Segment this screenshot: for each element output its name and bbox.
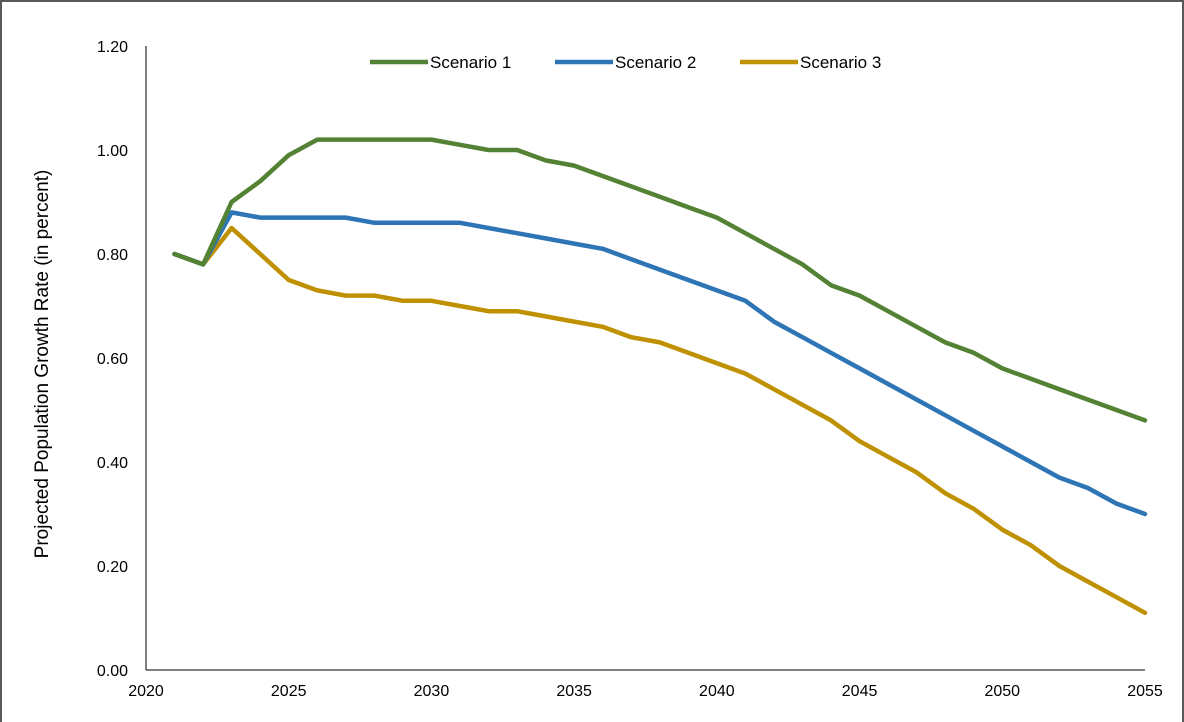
x-tick-label: 2055 [1127,683,1163,700]
y-tick-label: 0.00 [97,663,128,680]
x-tick-label: 2020 [128,683,164,700]
legend-label: Scenario 1 [430,53,511,72]
y-tick-label: 0.40 [97,455,128,472]
y-tick-label: 0.20 [97,559,128,576]
legend: Scenario 1 Scenario 2 Scenario 3 [370,53,881,72]
x-tick-label: 2030 [414,683,450,700]
x-tick-label: 2035 [556,683,592,700]
axes [145,46,1145,671]
legend-label: Scenario 3 [800,53,881,72]
series-line-scenario-1 [172,137,1148,423]
y-axis-label: Projected Population Growth Rate (in per… [32,170,53,559]
x-tick-label: 2050 [984,683,1020,700]
y-tick-label: 0.80 [97,247,128,264]
y-tick-label: 1.20 [97,39,128,56]
y-tick-label: 0.60 [97,351,128,368]
x-axis-ticks: 2020 2025 2030 2035 2040 2045 2050 2055 [128,683,1163,700]
y-tick-label: 1.00 [97,143,128,160]
series-lines [172,137,1148,616]
x-tick-label: 2045 [842,683,878,700]
series-line-scenario-3 [172,225,1148,616]
legend-label: Scenario 2 [615,53,696,72]
x-tick-label: 2025 [271,683,307,700]
series-line-scenario-2 [172,210,1148,517]
x-tick-label: 2040 [699,683,735,700]
y-axis-ticks: 0.00 0.20 0.40 0.60 0.80 1.00 1.20 [97,39,128,680]
